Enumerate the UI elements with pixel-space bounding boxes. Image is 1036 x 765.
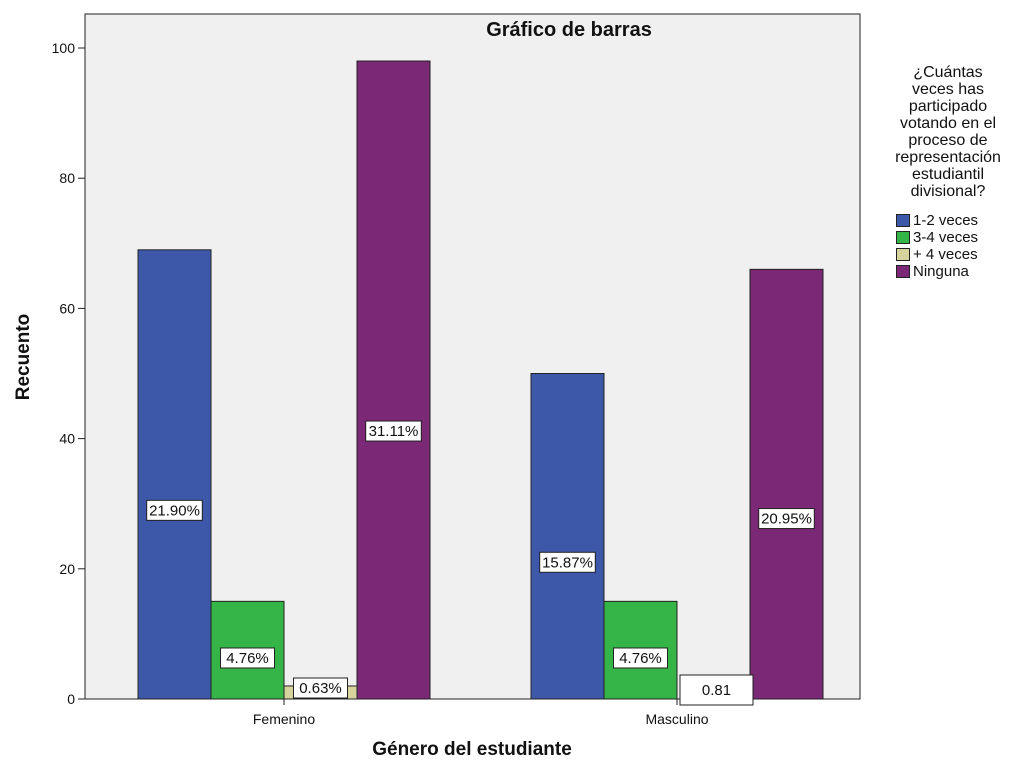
data-label-1-3: 20.95% (761, 511, 812, 528)
y-tick-label-4: 80 (59, 170, 75, 186)
data-label-box-0-3 (365, 420, 422, 442)
data-label-1-0: 15.87% (542, 554, 593, 571)
legend-item-1: 3-4 veces (896, 229, 1034, 246)
data-label-0-1: 4.76% (226, 650, 269, 667)
x-axis-label: Género del estudiante (372, 739, 572, 760)
x-tick-label-0: Femenino (253, 711, 315, 727)
legend-swatch-1 (896, 231, 910, 244)
legend-item-3: Ninguna (896, 263, 1034, 280)
legend-label-1: 3-4 veces (913, 229, 979, 246)
y-tick-label-3: 60 (59, 300, 75, 316)
legend-item-2: + 4 veces (896, 246, 1034, 263)
bar-1-3 (749, 268, 824, 700)
legend-swatch-3 (896, 265, 910, 278)
y-tick-label-2: 40 (59, 431, 75, 447)
data-label-1-2: 0.81 (702, 682, 731, 699)
legend-items: 1-2 veces 3-4 veces + 4 veces Ninguna (896, 212, 1034, 280)
data-label-0-2: 0.63% (299, 680, 342, 697)
y-tick-label-5: 100 (52, 40, 76, 56)
data-label-box-1-2 (679, 674, 754, 706)
legend-label-3: Ninguna (913, 263, 969, 280)
y-tick-label-0: 0 (67, 691, 75, 707)
data-label-box-0-0 (146, 499, 203, 521)
legend-swatch-2 (896, 248, 910, 261)
data-label-box-1-3 (758, 508, 815, 530)
data-label-box-0-1 (220, 647, 275, 669)
legend-label-0: 1-2 veces (913, 212, 979, 229)
plot-area (84, 13, 861, 700)
legend: ¿Cuántas veces has participado votando e… (862, 64, 1034, 280)
bar-1-0 (530, 373, 605, 700)
data-label-0-0: 21.90% (149, 502, 200, 519)
chart-title: Gráfico de barras (486, 19, 652, 41)
legend-item-0: 1-2 veces (896, 212, 1034, 229)
data-label-box-0-2 (293, 677, 348, 699)
y-axis-label: Recuento (13, 314, 34, 401)
data-label-1-1: 4.76% (619, 650, 662, 667)
legend-title: ¿Cuántas veces has participado votando e… (895, 64, 1001, 200)
y-tick-label-1: 20 (59, 561, 75, 577)
bar-0-0 (137, 249, 212, 700)
bar-0-3 (356, 60, 431, 700)
data-label-box-1-1 (613, 647, 668, 669)
data-label-0-3: 31.11% (369, 423, 419, 440)
x-tick-label-1: Masculino (645, 711, 708, 727)
legend-swatch-0 (896, 214, 910, 227)
data-label-box-1-0 (539, 551, 596, 573)
legend-label-2: + 4 veces (913, 246, 978, 263)
